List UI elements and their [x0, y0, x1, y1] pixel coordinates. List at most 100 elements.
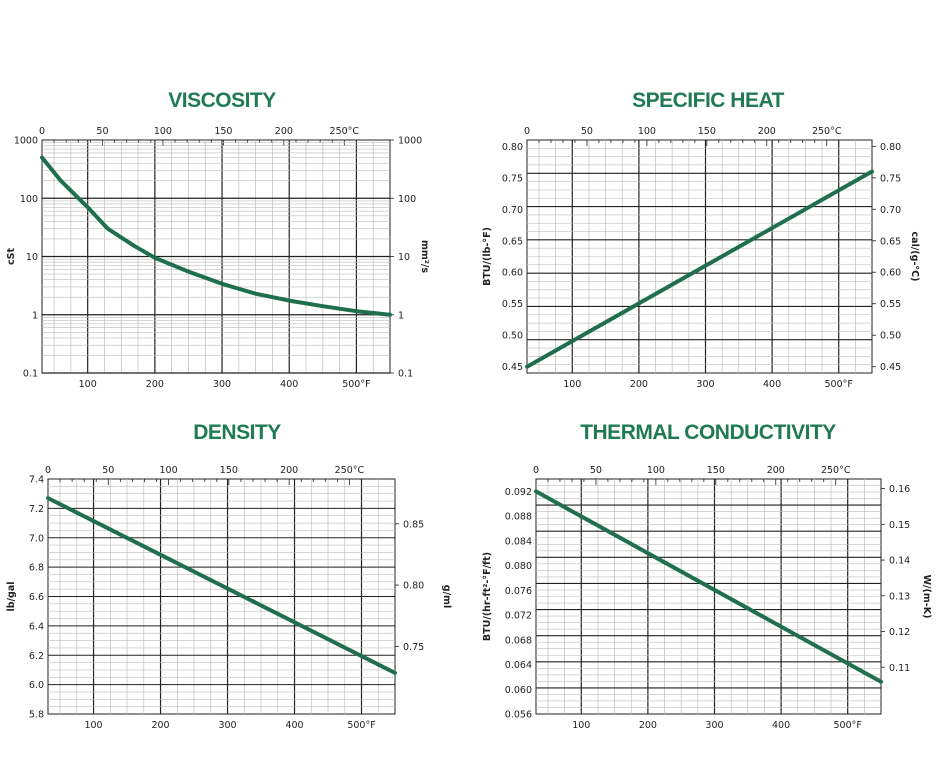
x-tick-label: 100: [79, 379, 97, 390]
chart-specific-heat: SPECIFIC HEAT 0.45 0.50 0.55 0.60 0.65 0.70 0.7…: [482, 89, 920, 390]
x2-tick-label: 150: [707, 465, 725, 476]
x2-tick-label: 250°C: [330, 126, 360, 137]
y2-tick-label: 0.65: [880, 236, 901, 247]
y-tick-label: 0.084: [505, 536, 532, 547]
y-tick-label: 1: [32, 310, 38, 321]
series-line: [534, 489, 883, 684]
y2-tick-label: 0.12: [889, 627, 910, 638]
y2-tick-label: 0.70: [880, 205, 901, 216]
y2-axis-label: mm²/s: [419, 240, 430, 273]
y2-tick-label: 0.80: [403, 581, 424, 592]
x-tick-label: 500°F: [347, 720, 375, 731]
y-tick-label: 0.55: [502, 299, 523, 310]
y-tick-label: 0.50: [502, 331, 523, 342]
y-tick-label: 6.6: [29, 592, 44, 603]
y-tick-label: 0.088: [505, 512, 532, 523]
y2-tick-label: 0.60: [880, 268, 901, 279]
series-line: [40, 155, 392, 317]
y-tick-label: 0.080: [505, 561, 532, 572]
x2-tick-label: 50: [102, 465, 114, 476]
y-axis-label: lb/gal: [6, 582, 17, 612]
y-tick-label: 0.092: [505, 487, 532, 498]
x-tick-label: 100: [572, 720, 590, 731]
y-tick-label: 0.068: [505, 635, 532, 646]
y2-tick-label: 10: [398, 252, 410, 263]
y-tick-label: 0.056: [505, 710, 532, 721]
y2-axis-label: g/ml: [441, 585, 452, 608]
chart-title: VISCOSITY: [168, 89, 276, 112]
x2-tick-label: 150: [220, 465, 238, 476]
x-tick-label: 300: [213, 379, 231, 390]
y-tick-label: 7.2: [29, 504, 44, 515]
x2-tick-label: 200: [758, 126, 776, 137]
series-line: [46, 496, 397, 675]
y2-tick-label: 0.85: [403, 519, 424, 530]
y-tick-label: 7.4: [29, 475, 44, 486]
x-tick-label: 500°F: [342, 379, 370, 390]
y-tick-label: 0.45: [502, 362, 523, 373]
x-tick-label: 300: [705, 720, 723, 731]
y-tick-label: 0.80: [502, 142, 523, 153]
y2-tick-label: 1: [398, 310, 404, 321]
y2-tick-label: 1000: [398, 136, 422, 147]
chart-title: THERMAL CONDUCTIVITY: [580, 421, 836, 444]
x2-tick-label: 250°C: [812, 126, 842, 137]
x2-tick-label: 0: [39, 126, 45, 137]
x-tick-label: 100: [84, 720, 102, 731]
x-tick-label: 400: [772, 720, 790, 731]
x-tick-label: 300: [696, 379, 714, 390]
x2-tick-label: 250°C: [821, 465, 851, 476]
x2-tick-label: 100: [647, 465, 665, 476]
y-axis-label: cSt: [6, 248, 17, 265]
y-axis-label: BTU/(lb-°F): [482, 227, 493, 286]
x2-tick-label: 150: [698, 126, 716, 137]
y-tick-label: 0.076: [505, 586, 532, 597]
x-tick-label: 300: [218, 720, 236, 731]
y2-tick-label: 0.75: [403, 642, 424, 653]
y-tick-label: 0.072: [505, 611, 532, 622]
x-tick-label: 200: [151, 720, 169, 731]
y2-tick-label: 0.75: [880, 173, 901, 184]
y2-tick-label: 0.15: [889, 520, 910, 531]
y-tick-label: 0.65: [502, 236, 523, 247]
x-tick-label: 400: [285, 720, 303, 731]
x2-tick-label: 100: [638, 126, 656, 137]
series-line: [525, 169, 874, 369]
y-tick-label: 6.8: [29, 563, 44, 574]
chart-title: DENSITY: [193, 421, 281, 444]
y-tick-label: 10: [26, 252, 38, 263]
y-tick-label: 5.8: [29, 710, 44, 721]
x-tick-label: 200: [146, 379, 164, 390]
x2-tick-label: 0: [533, 465, 539, 476]
x2-tick-label: 100: [154, 126, 172, 137]
x-tick-label: 200: [630, 379, 648, 390]
y2-tick-label: 0.50: [880, 331, 901, 342]
chart-density: DENSITY 5.8 6.0 6.2 6.4 6.6 6.8 7.0 7.2 7.4 0.75 0.…: [6, 421, 452, 731]
y-tick-label: 0.75: [502, 173, 523, 184]
y-tick-label: 6.2: [29, 651, 44, 662]
x-tick-label: 100: [563, 379, 581, 390]
y-tick-label: 0.1: [23, 369, 38, 380]
y-tick-label: 0.60: [502, 268, 523, 279]
x2-tick-label: 0: [45, 465, 51, 476]
chart-thermal-conductivity: THERMAL CONDUCTIVITY 0.056 0.060 0.064 0.068…: [482, 421, 932, 731]
x2-tick-label: 200: [767, 465, 785, 476]
x-tick-label: 400: [763, 379, 781, 390]
y2-tick-label: 0.1: [398, 369, 413, 380]
y-tick-label: 0.064: [505, 660, 532, 671]
y2-tick-label: 0.16: [889, 484, 910, 495]
x-tick-label: 500°F: [825, 379, 853, 390]
y2-tick-label: 0.80: [880, 142, 901, 153]
y2-tick-label: 100: [398, 194, 416, 205]
y-tick-label: 100: [20, 194, 38, 205]
x2-tick-label: 150: [214, 126, 232, 137]
y2-axis-label: cal/(g-°C): [909, 232, 920, 282]
x-tick-label: 200: [639, 720, 657, 731]
x2-tick-label: 50: [581, 126, 593, 137]
y-tick-label: 6.0: [29, 680, 44, 691]
y-axis-label: BTU/(hr-ft²-°F/ft): [482, 552, 493, 641]
y-tick-label: 1000: [14, 136, 38, 147]
chart-title: SPECIFIC HEAT: [632, 89, 784, 112]
x2-tick-label: 0: [524, 126, 530, 137]
